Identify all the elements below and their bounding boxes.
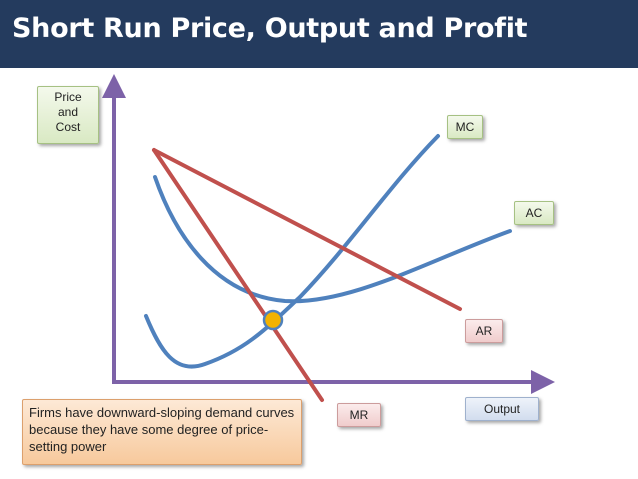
y-axis-label-line-1: Price bbox=[54, 90, 82, 104]
ac-curve bbox=[153, 175, 512, 304]
x-axis-label: Output bbox=[465, 397, 539, 421]
title-bar: Short Run Price, Output and Profit bbox=[0, 0, 638, 68]
equilibrium-point bbox=[262, 309, 284, 331]
ar-label: AR bbox=[465, 319, 503, 343]
ar-curve bbox=[152, 148, 462, 311]
ac-label: AC bbox=[514, 201, 554, 225]
slide-title: Short Run Price, Output and Profit bbox=[12, 13, 528, 44]
y-axis-label: Price and Cost bbox=[37, 86, 99, 144]
mc-label: MC bbox=[447, 115, 483, 139]
mr-label: MR bbox=[337, 403, 381, 427]
y-axis-label-line-3: Cost bbox=[55, 120, 81, 134]
y-axis-label-line-2: and bbox=[57, 105, 79, 119]
explanation-note: Firms have downward-sloping demand curve… bbox=[22, 399, 302, 465]
mr-curve bbox=[152, 148, 324, 402]
